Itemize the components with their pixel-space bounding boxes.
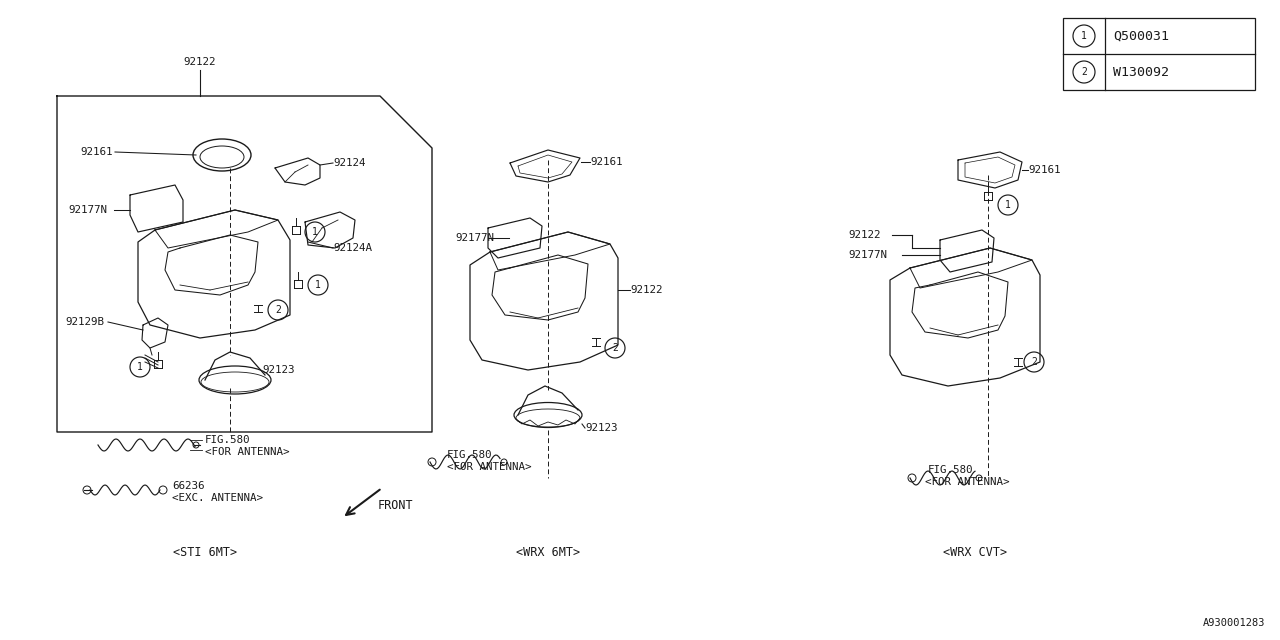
Text: 92123: 92123 (585, 423, 617, 433)
Text: 1: 1 (137, 362, 143, 372)
Text: 1: 1 (1005, 200, 1011, 210)
Text: <STI 6MT>: <STI 6MT> (173, 545, 237, 559)
Text: 92122: 92122 (630, 285, 663, 295)
Text: 2: 2 (1082, 67, 1087, 77)
Text: <WRX CVT>: <WRX CVT> (943, 545, 1007, 559)
Text: FIG.580: FIG.580 (205, 435, 251, 445)
Text: 2: 2 (275, 305, 280, 315)
Text: 92122: 92122 (849, 230, 881, 240)
Text: <FOR ANTENNA>: <FOR ANTENNA> (447, 462, 531, 472)
Text: A930001283: A930001283 (1202, 618, 1265, 628)
Text: W130092: W130092 (1114, 65, 1169, 79)
Text: <EXC. ANTENNA>: <EXC. ANTENNA> (172, 493, 262, 503)
Text: 1: 1 (1082, 31, 1087, 41)
Text: 1: 1 (315, 280, 321, 290)
Text: Q500031: Q500031 (1114, 29, 1169, 42)
Text: FIG.580: FIG.580 (928, 465, 974, 475)
Text: <FOR ANTENNA>: <FOR ANTENNA> (205, 447, 289, 457)
Text: 92129B: 92129B (65, 317, 104, 327)
Text: 92177N: 92177N (849, 250, 887, 260)
Text: 2: 2 (1032, 357, 1037, 367)
Text: <WRX 6MT>: <WRX 6MT> (516, 545, 580, 559)
Text: 92124: 92124 (333, 158, 366, 168)
Text: 92124A: 92124A (333, 243, 372, 253)
Bar (1062, 18, 1254, 90)
Text: 92123: 92123 (262, 365, 294, 375)
Text: 66236: 66236 (172, 481, 205, 491)
Text: 2: 2 (612, 343, 618, 353)
Text: 92177N: 92177N (454, 233, 494, 243)
Text: 92161: 92161 (79, 147, 113, 157)
Text: 1: 1 (312, 227, 317, 237)
Text: FRONT: FRONT (378, 499, 413, 511)
Text: FIG.580: FIG.580 (447, 450, 493, 460)
Text: 92122: 92122 (184, 57, 216, 67)
Text: <FOR ANTENNA>: <FOR ANTENNA> (925, 477, 1010, 487)
Text: 92177N: 92177N (68, 205, 108, 215)
Text: 92161: 92161 (590, 157, 622, 167)
Text: 92161: 92161 (1028, 165, 1061, 175)
